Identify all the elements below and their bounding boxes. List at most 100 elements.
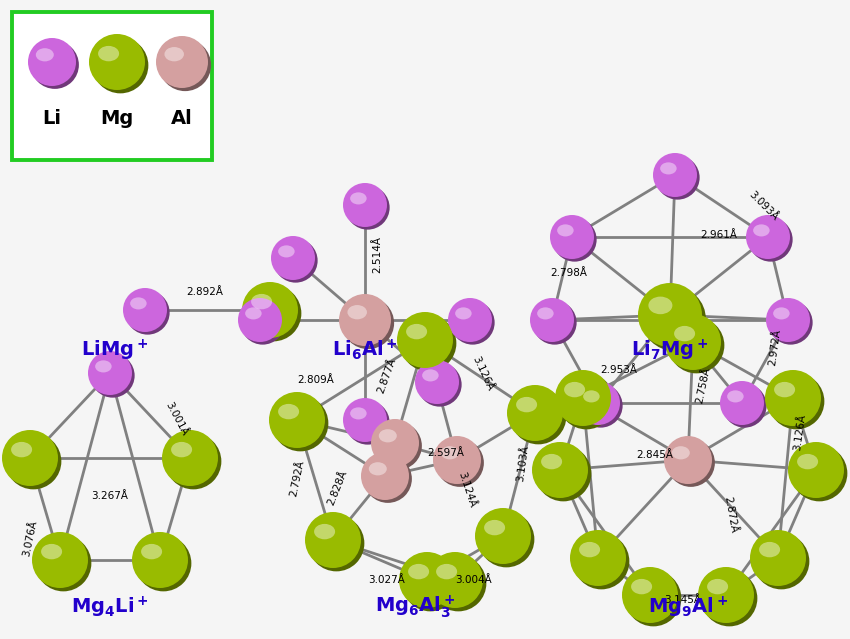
- Circle shape: [32, 532, 88, 588]
- Ellipse shape: [164, 47, 184, 61]
- Text: 2.961Å: 2.961Å: [700, 230, 737, 240]
- Circle shape: [2, 430, 58, 486]
- Circle shape: [238, 298, 282, 342]
- Ellipse shape: [278, 245, 295, 258]
- Ellipse shape: [171, 442, 192, 458]
- Ellipse shape: [379, 429, 397, 442]
- Text: 2.809Å: 2.809Å: [297, 375, 334, 385]
- Text: 3.093Å: 3.093Å: [746, 190, 779, 222]
- Ellipse shape: [707, 579, 728, 594]
- Circle shape: [339, 294, 391, 346]
- Circle shape: [342, 297, 394, 349]
- Ellipse shape: [350, 407, 366, 419]
- Ellipse shape: [484, 520, 505, 535]
- Circle shape: [555, 370, 611, 426]
- Circle shape: [135, 535, 191, 591]
- Circle shape: [788, 442, 844, 498]
- Text: 3.124Å: 3.124Å: [456, 471, 478, 509]
- Text: 3.145Å: 3.145Å: [665, 595, 701, 605]
- Circle shape: [397, 312, 453, 368]
- Circle shape: [242, 282, 298, 338]
- Circle shape: [156, 36, 208, 88]
- Ellipse shape: [557, 224, 574, 236]
- Text: Li: Li: [42, 109, 61, 128]
- Ellipse shape: [95, 360, 111, 373]
- Ellipse shape: [350, 192, 366, 204]
- Text: 2.792Å: 2.792Å: [288, 459, 306, 497]
- Text: 3.004Å: 3.004Å: [455, 575, 491, 585]
- Ellipse shape: [455, 307, 472, 320]
- Text: 2.845Å: 2.845Å: [636, 450, 673, 460]
- Circle shape: [533, 300, 576, 344]
- Circle shape: [361, 452, 409, 500]
- Circle shape: [536, 445, 592, 502]
- Circle shape: [667, 439, 715, 487]
- Text: 3.027Å: 3.027Å: [369, 575, 405, 585]
- Text: 2.798Å: 2.798Å: [550, 268, 586, 278]
- Ellipse shape: [11, 442, 32, 458]
- Text: 2.758Å: 2.758Å: [694, 366, 711, 404]
- Circle shape: [126, 291, 170, 335]
- Ellipse shape: [583, 390, 599, 403]
- Text: $\mathbf{Mg_4Li^+}$: $\mathbf{Mg_4Li^+}$: [71, 594, 149, 620]
- Circle shape: [433, 436, 481, 484]
- Circle shape: [36, 535, 91, 591]
- Text: $\mathbf{Li_6Al^+}$: $\mathbf{Li_6Al^+}$: [332, 337, 398, 362]
- Circle shape: [532, 442, 588, 498]
- Ellipse shape: [314, 524, 335, 539]
- Circle shape: [159, 39, 211, 91]
- Ellipse shape: [774, 307, 790, 320]
- Circle shape: [427, 552, 483, 608]
- Ellipse shape: [541, 454, 562, 469]
- Ellipse shape: [797, 454, 818, 469]
- Circle shape: [479, 511, 535, 567]
- Text: $\mathbf{LiMg^+}$: $\mathbf{LiMg^+}$: [82, 337, 149, 363]
- Circle shape: [28, 38, 76, 86]
- Circle shape: [31, 41, 79, 89]
- Circle shape: [750, 530, 806, 586]
- Circle shape: [475, 508, 531, 564]
- Ellipse shape: [672, 446, 690, 459]
- Circle shape: [507, 385, 563, 441]
- Circle shape: [269, 392, 325, 448]
- Ellipse shape: [130, 297, 147, 309]
- Circle shape: [655, 156, 700, 199]
- Circle shape: [309, 516, 365, 571]
- Circle shape: [166, 433, 221, 489]
- Circle shape: [271, 236, 315, 280]
- Ellipse shape: [727, 390, 744, 403]
- Circle shape: [346, 186, 389, 229]
- Ellipse shape: [369, 462, 387, 475]
- Circle shape: [162, 430, 218, 486]
- Circle shape: [558, 373, 615, 429]
- Circle shape: [246, 286, 302, 341]
- Text: 3.267Å: 3.267Å: [92, 491, 128, 501]
- FancyBboxPatch shape: [12, 12, 212, 160]
- Ellipse shape: [436, 564, 457, 580]
- Text: 2.892Å: 2.892Å: [186, 287, 224, 297]
- Ellipse shape: [41, 544, 62, 559]
- Text: $\mathbf{Mg_6Al_3^+}$: $\mathbf{Mg_6Al_3^+}$: [375, 594, 455, 620]
- Text: 2.514Å: 2.514Å: [372, 236, 382, 273]
- Text: 2.597Å: 2.597Å: [427, 448, 464, 458]
- Text: Al: Al: [171, 109, 193, 128]
- Ellipse shape: [245, 307, 262, 320]
- Circle shape: [574, 534, 629, 589]
- Circle shape: [653, 153, 697, 197]
- Circle shape: [746, 215, 790, 259]
- Circle shape: [417, 363, 462, 406]
- Circle shape: [448, 298, 492, 342]
- Circle shape: [91, 353, 134, 397]
- Ellipse shape: [408, 564, 429, 580]
- Ellipse shape: [516, 397, 537, 412]
- Circle shape: [415, 360, 459, 404]
- Ellipse shape: [98, 46, 119, 61]
- Circle shape: [642, 287, 706, 351]
- Ellipse shape: [649, 296, 672, 314]
- Circle shape: [371, 419, 419, 467]
- Ellipse shape: [537, 307, 553, 320]
- Circle shape: [722, 383, 767, 427]
- Circle shape: [510, 389, 566, 444]
- Circle shape: [720, 381, 764, 425]
- Text: 3.103Å: 3.103Å: [515, 444, 530, 482]
